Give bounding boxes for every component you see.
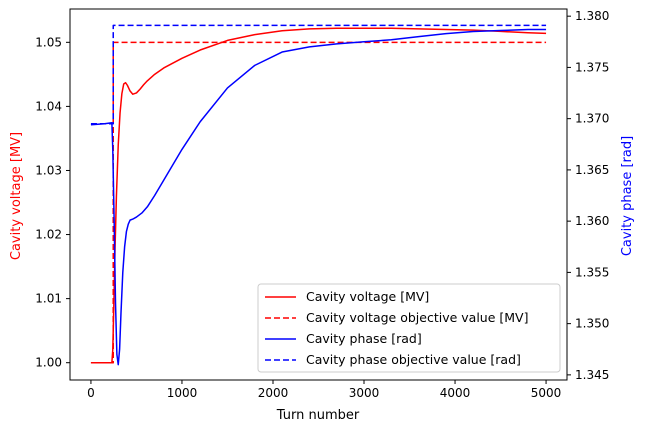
x-tick-label: 1000 bbox=[167, 386, 198, 400]
left-y-tick-label: 1.05 bbox=[35, 35, 62, 49]
legend-entry-label: Cavity phase objective value [rad] bbox=[306, 352, 521, 367]
right-y-tick-label: 1.345 bbox=[575, 368, 609, 382]
plot-lines bbox=[90, 24, 547, 366]
right-y-axis-ticks: 1.345 1.350 1.355 1.360 1.365 1.370 1.375 1.380 bbox=[567, 9, 609, 382]
x-axis-label: Turn number bbox=[276, 408, 360, 423]
right-y-tick-label: 1.375 bbox=[575, 60, 609, 74]
left-y-axis-label: Cavity voltage [MV] bbox=[9, 132, 24, 260]
x-axis-ticks: 0 1000 2000 3000 4000 5000 bbox=[87, 380, 561, 400]
right-y-tick-label: 1.365 bbox=[575, 163, 609, 177]
right-y-tick-label: 1.380 bbox=[575, 9, 609, 23]
legend: Cavity voltage [MV] Cavity voltage object… bbox=[257, 283, 561, 373]
x-tick-label: 2000 bbox=[258, 386, 289, 400]
legend-box bbox=[257, 283, 561, 373]
x-tick-label: 0 bbox=[87, 386, 95, 400]
left-y-axis-ticks: 1.00 1.01 1.02 1.03 1.04 1.05 bbox=[35, 35, 70, 370]
left-y-tick-label: 1.03 bbox=[35, 163, 62, 177]
legend-entry-label: Cavity phase [rad] bbox=[306, 331, 422, 346]
x-tick-label: 3000 bbox=[349, 386, 380, 400]
right-y-tick-label: 1.360 bbox=[575, 214, 609, 228]
x-tick-label: 4000 bbox=[440, 386, 471, 400]
right-y-tick-label: 1.370 bbox=[575, 112, 609, 126]
legend-entry-label: Cavity voltage objective value [MV] bbox=[306, 310, 528, 325]
left-y-tick-label: 1.04 bbox=[35, 99, 62, 113]
legend-entry-label: Cavity voltage [MV] bbox=[306, 289, 429, 304]
x-tick-label: 5000 bbox=[531, 386, 562, 400]
right-y-tick-label: 1.350 bbox=[575, 317, 609, 331]
cavity-voltage-line bbox=[90, 27, 547, 364]
left-y-tick-label: 1.01 bbox=[35, 292, 62, 306]
cavity-phase-line bbox=[90, 28, 547, 366]
left-y-tick-label: 1.02 bbox=[35, 228, 62, 242]
right-y-tick-label: 1.355 bbox=[575, 265, 609, 279]
left-y-tick-label: 1.00 bbox=[35, 356, 62, 370]
cavity-phase-objective-value-line bbox=[90, 24, 547, 125]
plot-frame bbox=[69, 8, 568, 381]
right-y-axis-label: Cavity phase [rad] bbox=[620, 136, 635, 256]
